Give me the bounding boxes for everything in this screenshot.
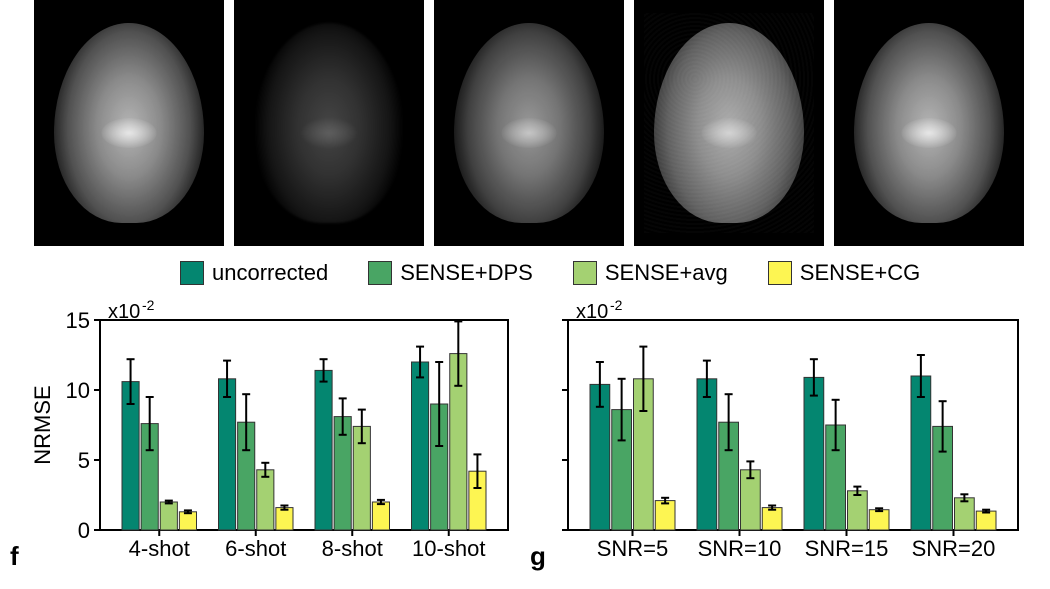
chart-g: x10-2 SNR=5 SNR=10 SNR=15 SNR=20 (554, 300, 1024, 570)
brain-image-b (254, 23, 404, 223)
panel-e: e (834, 0, 1024, 246)
legend: uncorrected SENSE+DPS SENSE+avg SENSE+CG (180, 260, 920, 286)
svg-text:10-shot: 10-shot (412, 536, 485, 561)
svg-text:SNR=20: SNR=20 (912, 536, 996, 561)
panel-label-f: f (10, 541, 19, 572)
svg-text:SNR=5: SNR=5 (597, 536, 669, 561)
brain-image-d (654, 23, 804, 223)
svg-text:NRMSE: NRMSE (30, 385, 55, 464)
legend-swatch (573, 261, 597, 285)
legend-label: uncorrected (212, 260, 328, 286)
brain-image-c (454, 23, 604, 223)
legend-swatch (768, 261, 792, 285)
svg-text:SNR=10: SNR=10 (698, 536, 782, 561)
panel-a: a (34, 0, 224, 246)
svg-text:x10: x10 (576, 301, 608, 323)
legend-item-sense-cg: SENSE+CG (768, 260, 920, 286)
legend-item-uncorrected: uncorrected (180, 260, 328, 286)
svg-text:10: 10 (66, 378, 90, 403)
chart-g-wrap: g x10-2SNR=5SNR=10SNR=15SNR=20 (554, 300, 1024, 582)
panel-c: c (434, 0, 624, 246)
svg-text:-2: -2 (142, 297, 155, 313)
svg-text:-2: -2 (610, 297, 623, 313)
panel-label-g: g (530, 541, 546, 572)
panel-b: b (234, 0, 424, 246)
brain-image-e (854, 23, 1004, 223)
svg-text:15: 15 (66, 308, 90, 333)
legend-label: SENSE+avg (605, 260, 728, 286)
svg-text:SNR=15: SNR=15 (805, 536, 889, 561)
brain-image-a (54, 23, 204, 223)
legend-swatch (180, 261, 204, 285)
svg-text:x10: x10 (108, 301, 140, 323)
chart-f: 051015NRMSEx10-24-shot6-shot8-shot10-sho… (34, 300, 514, 570)
svg-text:8-shot: 8-shot (322, 536, 383, 561)
figure: a b c d e uncorrected SENSE+DPS (0, 0, 1050, 589)
svg-text:0: 0 (78, 518, 90, 543)
legend-label: SENSE+CG (800, 260, 920, 286)
legend-item-sense-dps: SENSE+DPS (368, 260, 533, 286)
charts-row: f 051015NRMSEx10-24-shot6-shot8-shot10-s… (34, 300, 1024, 582)
image-row: a b c d e (34, 0, 1024, 257)
svg-text:4-shot: 4-shot (129, 536, 190, 561)
svg-text:6-shot: 6-shot (225, 536, 286, 561)
legend-swatch (368, 261, 392, 285)
svg-text:5: 5 (78, 448, 90, 473)
legend-item-sense-avg: SENSE+avg (573, 260, 728, 286)
panel-d: d (634, 0, 824, 246)
chart-f-wrap: f 051015NRMSEx10-24-shot6-shot8-shot10-s… (34, 300, 514, 582)
legend-label: SENSE+DPS (400, 260, 533, 286)
